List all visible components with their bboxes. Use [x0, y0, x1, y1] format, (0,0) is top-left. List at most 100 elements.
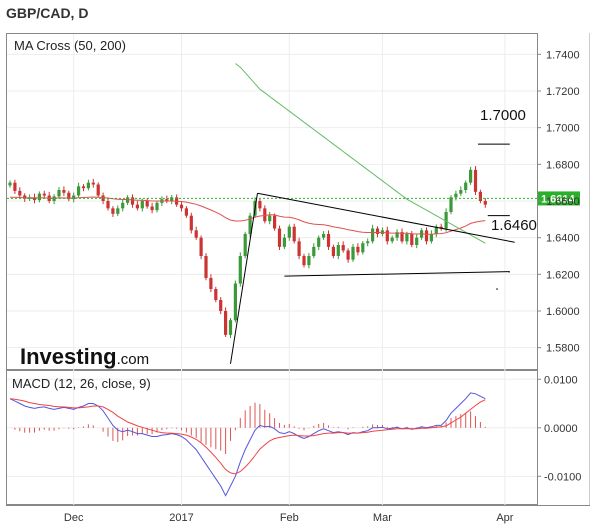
candle-body — [184, 208, 188, 216]
candle-body — [444, 212, 448, 229]
candle-body — [326, 234, 331, 247]
candle-body — [42, 193, 46, 196]
candle-body — [96, 184, 100, 196]
candle-body — [273, 215, 277, 229]
candle-body — [77, 186, 81, 196]
candle-body — [331, 246, 335, 256]
candle-body — [282, 237, 286, 247]
candle-body — [243, 234, 247, 256]
x-tick-label: Mar — [373, 512, 392, 524]
candle-body — [473, 169, 478, 192]
candle-body — [121, 202, 125, 209]
candle-body — [32, 197, 37, 201]
candle-body — [228, 320, 233, 335]
candle-body — [140, 201, 144, 209]
trendline-support — [284, 271, 510, 277]
x-tick-label: Feb — [280, 512, 299, 524]
annotation-1-6460: 1.6460 — [491, 217, 537, 234]
macd-label: MACD (12, 26, close, 9) — [12, 376, 151, 391]
candle-body — [322, 234, 326, 238]
candle-body — [287, 226, 291, 238]
candle-body — [454, 193, 458, 198]
candle-body — [81, 186, 86, 189]
candle-body — [385, 230, 389, 242]
y-tick-label: 1.6800 — [546, 159, 580, 171]
candle-body — [263, 208, 267, 222]
macd-tick-label: 0.0100 — [544, 374, 578, 386]
candle-body — [400, 232, 404, 242]
candle-body — [57, 190, 61, 197]
candle-body — [371, 228, 375, 242]
investing-watermark: Investing.com — [20, 344, 149, 369]
macd-tick-label: 0.0000 — [544, 423, 578, 435]
small-dot — [496, 288, 498, 290]
y-tick-label: 1.7200 — [546, 86, 580, 98]
candle-body — [130, 197, 135, 205]
macd-line — [9, 392, 486, 497]
candle-body — [126, 197, 130, 203]
candle-body — [111, 208, 115, 214]
candle-body — [478, 191, 482, 201]
y-tick-label: 1.6000 — [546, 306, 580, 318]
candle-body — [405, 234, 409, 242]
candle-body — [317, 237, 321, 247]
candle-body — [341, 245, 345, 251]
candle-body — [214, 289, 218, 300]
candle-body — [8, 182, 12, 186]
candle-body — [483, 201, 487, 205]
candle-body — [106, 201, 110, 209]
candle-body — [13, 182, 17, 191]
candle-body — [356, 246, 360, 253]
y-tick-label: 1.5800 — [546, 343, 580, 355]
candle-body — [23, 195, 27, 199]
candle-body — [395, 232, 399, 238]
candle-body — [204, 256, 208, 278]
candle-body — [86, 182, 90, 189]
candle-body — [62, 190, 66, 193]
candle-body — [209, 278, 213, 289]
candle-body — [439, 226, 443, 229]
candle-body — [224, 311, 228, 335]
candle-body — [91, 182, 95, 185]
macd-tick-label: -0.0100 — [544, 471, 581, 483]
y-tick-label: 1.7400 — [546, 49, 580, 61]
candle-body — [424, 230, 429, 242]
candle-body — [145, 201, 149, 207]
candle-body — [415, 237, 419, 245]
x-tick-label: 2017 — [169, 512, 193, 524]
annotation-1-7000: 1.7000 — [480, 107, 526, 124]
ma200-line — [235, 63, 486, 244]
candle-body — [72, 195, 76, 200]
ma-cross-label: MA Cross (50, 200) — [14, 38, 126, 53]
candle-body — [390, 237, 394, 242]
candle-body — [336, 245, 340, 256]
candle-body — [116, 208, 120, 214]
candle-body — [449, 197, 453, 212]
candle-body — [189, 215, 193, 231]
candle-body — [52, 196, 56, 201]
candle-body — [375, 228, 380, 234]
candle-body — [238, 256, 242, 284]
candle-body — [165, 199, 169, 201]
candle-body — [67, 192, 71, 200]
candle-body — [18, 190, 22, 196]
ma50-line — [10, 196, 486, 235]
candle-body — [346, 250, 350, 260]
x-tick-label: Dec — [64, 512, 84, 524]
trendline-rally — [230, 193, 258, 364]
candle-body — [307, 256, 311, 266]
candle-body — [469, 169, 473, 183]
y-tick-label: 1.7000 — [546, 123, 580, 135]
candle-body — [292, 226, 296, 242]
candle-body — [219, 300, 223, 311]
candle-body — [258, 201, 262, 209]
candle-body — [150, 206, 154, 211]
candle-body — [268, 215, 272, 222]
candle-body — [199, 237, 203, 256]
candle-body — [459, 190, 463, 194]
candle-body — [366, 241, 370, 244]
candle-body — [170, 197, 174, 201]
candle-body — [410, 234, 414, 245]
x-tick-label: Apr — [496, 512, 513, 524]
